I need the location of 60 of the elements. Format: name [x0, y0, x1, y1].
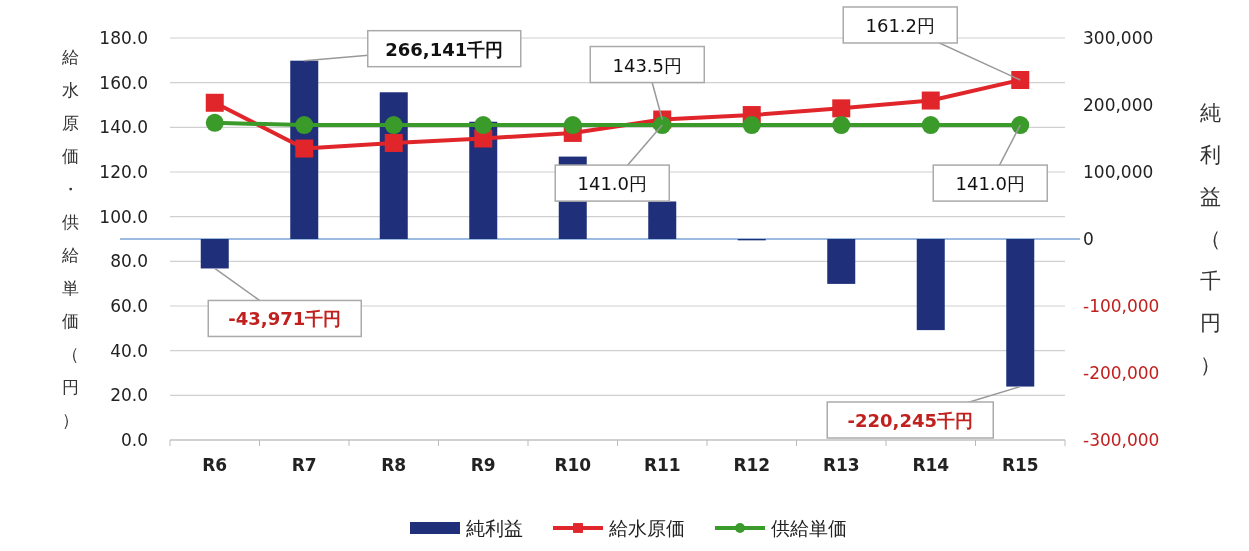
x-tick-label: R9 [470, 455, 496, 475]
data-label: -43,971千円 [228, 308, 342, 330]
point [742, 116, 761, 135]
bar [200, 239, 229, 269]
x-tick-label: R7 [291, 455, 317, 475]
y-tick-label: 180.0 [99, 28, 148, 48]
y2-tick-label: 300,000 [1083, 28, 1154, 48]
point [832, 116, 851, 135]
y-tick-label: 80.0 [110, 251, 148, 272]
point [921, 116, 940, 135]
point [653, 116, 672, 135]
point [384, 116, 403, 135]
y-tick-label: 0.0 [120, 430, 148, 450]
y2-tick-label: 100,000 [1083, 162, 1154, 182]
bar [827, 239, 856, 284]
bar [916, 239, 945, 331]
legend-label: 供給単価 [771, 517, 847, 539]
point [1011, 116, 1030, 135]
data-label: 141.0円 [955, 173, 1026, 195]
bar [1006, 239, 1035, 387]
y-tick-label: 100.0 [99, 206, 148, 227]
point [563, 116, 582, 135]
y2-axis-title: 純利益（千円） [1199, 101, 1221, 378]
y2-tick-label: -200,000 [1083, 363, 1160, 383]
y-tick-label: 40.0 [110, 340, 148, 361]
y2-tick-label: 200,000 [1083, 95, 1154, 115]
x-tick-label: R11 [643, 455, 681, 475]
point [205, 93, 224, 112]
x-tick-label: R12 [733, 455, 771, 475]
point [295, 116, 314, 135]
text: 給水原価・供給単価（円） [61, 47, 79, 431]
point [921, 91, 940, 110]
y-tick-label: 160.0 [99, 72, 148, 93]
y2-tick-label: 0 [1083, 229, 1094, 249]
data-label: 266,141千円 [385, 38, 504, 60]
y-tick-label: 120.0 [99, 162, 148, 182]
point [384, 133, 403, 152]
point [205, 113, 224, 132]
data-label: 143.5円 [612, 54, 683, 76]
x-tick-label: R10 [554, 455, 592, 475]
point [295, 139, 314, 158]
x-tick-label: R6 [202, 455, 228, 475]
x-tick-label: R8 [381, 455, 407, 475]
point [474, 116, 493, 135]
y2-tick-label: -100,000 [1083, 296, 1160, 316]
point [1011, 70, 1030, 89]
y-tick-label: 140.0 [99, 117, 148, 138]
point [832, 99, 851, 118]
legend-label: 純利益 [466, 517, 523, 539]
y-tick-label: 20.0 [110, 385, 148, 406]
data-label: 161.2円 [865, 14, 936, 36]
y2-tick-label: -300,000 [1083, 430, 1160, 450]
data-label: -220,245千円 [847, 410, 973, 431]
y-tick-label: 60.0 [110, 296, 148, 316]
legend-label: 給水原価 [608, 517, 685, 539]
x-tick-label: R13 [822, 455, 860, 475]
x-tick-label: R14 [912, 455, 950, 475]
x-tick-label: R15 [1001, 455, 1039, 475]
data-label: 141.0円 [577, 173, 648, 195]
bar [648, 201, 677, 239]
